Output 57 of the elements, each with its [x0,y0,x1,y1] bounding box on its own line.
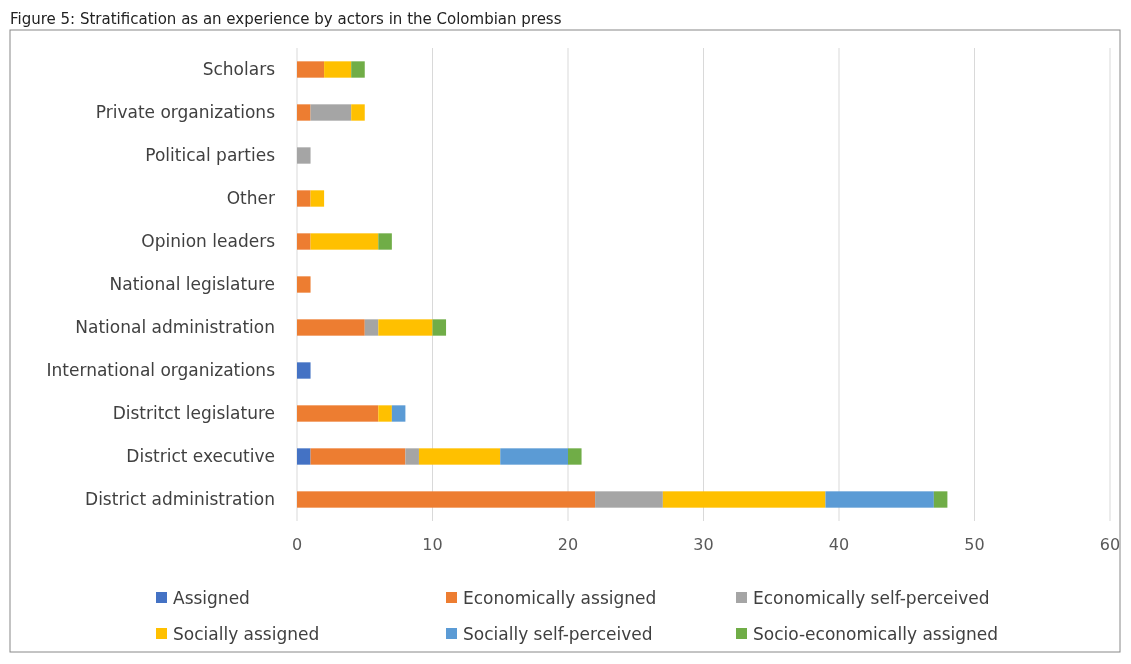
bar [297,233,311,250]
bar [933,491,948,508]
bar [432,319,447,336]
legend-label: Socially self-perceived [463,623,653,644]
bar [297,362,311,379]
bar [378,233,392,250]
y-tick-label: Private organizations [95,102,276,123]
x-tick-label: 10 [422,535,443,554]
bar [500,448,568,465]
bar [310,448,406,465]
x-tick-label: 50 [964,535,985,554]
bar [324,61,352,78]
y-tick-label: Distritct legislature [112,403,275,424]
bar [310,104,352,121]
bar [378,319,433,336]
y-tick-label: National legislature [109,274,275,295]
x-tick-label: 30 [693,535,714,554]
bar [595,491,663,508]
bar [825,491,934,508]
bar [364,319,379,336]
x-tick-label: 20 [557,535,579,554]
bar [378,405,392,422]
x-tick-label: 60 [1099,535,1121,554]
bar [662,491,826,508]
y-tick-label: Scholars [202,59,276,80]
bar [310,190,325,207]
bar [297,104,311,121]
bar [297,491,596,508]
bar [297,405,379,422]
bar [297,276,311,293]
bar [297,61,325,78]
bar [297,190,311,207]
y-tick-label: District executive [126,446,275,467]
y-tick-label: Other [226,188,275,209]
bar [391,405,406,422]
chart-title: Figure 5: Stratification as an experience by actors in the Colombian press [10,10,562,28]
y-tick-label: International organizations [46,360,276,381]
bar [351,104,365,121]
bar [351,61,365,78]
bar [297,319,365,336]
bar [418,448,501,465]
x-tick-label: 0 [291,535,303,554]
y-tick-label: Political parties [145,145,276,166]
y-tick-label: Opinion leaders [141,231,276,252]
x-tick-label: 40 [828,535,850,554]
y-tick-label: District administration [85,489,275,510]
bar [297,448,311,465]
legend-label: Assigned [173,587,250,608]
bar [405,448,419,465]
bar [568,448,582,465]
legend-label: Economically assigned [463,587,657,608]
y-tick-label: National administration [75,317,275,338]
bar [297,147,311,164]
bar [310,233,379,250]
legend-label: Economically self-perceived [753,587,990,608]
legend-label: Socio-economically assigned [753,623,999,644]
legend-label: Socially assigned [173,623,320,644]
